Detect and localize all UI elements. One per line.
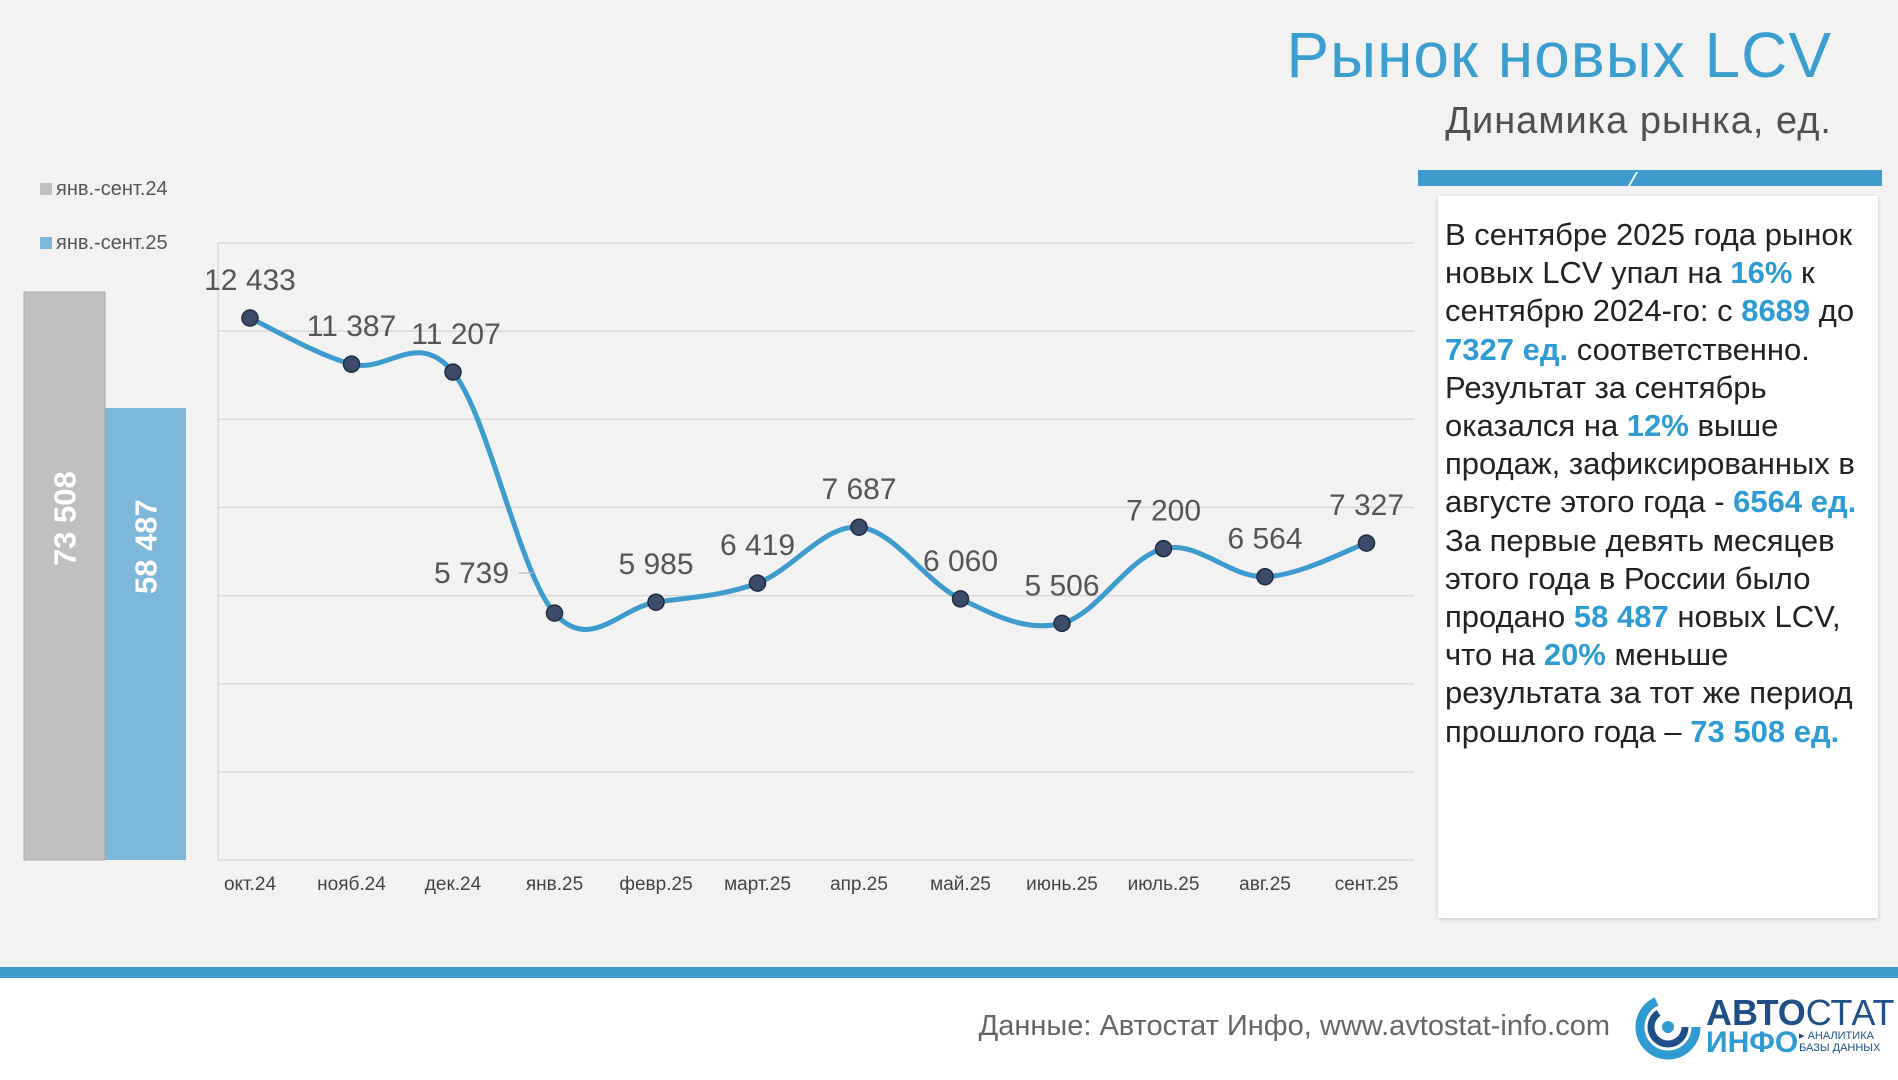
data-label: 5 506: [1024, 569, 1099, 602]
logo-tagline: ▸ АНАЛИТИКА БАЗЫ ДАННЫХ: [1799, 1030, 1880, 1054]
series-marker: [444, 363, 462, 381]
x-tick-label: февр.25: [619, 874, 692, 895]
logo-word-thin: СТАТ: [1805, 992, 1895, 1033]
x-tick-label: окт.24: [224, 874, 277, 895]
series-marker: [1256, 567, 1274, 586]
chart-gridlines: [218, 242, 1414, 861]
commentary-segment: соответственно. Результат за сентябрь ок…: [1445, 331, 1810, 444]
bar-value-label: 58 487: [129, 499, 164, 594]
summary-bar: [23, 291, 106, 861]
logo-tagline-1: ▸ АНАЛИТИКА: [1799, 1030, 1874, 1042]
data-label: 7 200: [1126, 495, 1201, 528]
commentary-segment: до: [1810, 293, 1855, 329]
commentary-segment: В сентябре 2025 года рынок новых LCV упа…: [1445, 217, 1853, 291]
data-label: 5 985: [618, 548, 693, 581]
data-label: 6 419: [720, 529, 795, 562]
x-tick-label: дек.24: [425, 874, 482, 895]
commentary-box: В сентябре 2025 года рынок новых LCV упа…: [1438, 196, 1878, 918]
x-tick-label: янв.25: [526, 874, 583, 895]
logo-swirl-icon: [1635, 994, 1701, 1060]
series-marker: [748, 574, 767, 592]
data-label: 7 327: [1329, 489, 1404, 522]
legend-item-2024: янв.-сент.24: [40, 178, 168, 201]
data-label: 12 433: [204, 264, 296, 297]
x-tick-label: май.25: [930, 874, 991, 895]
data-label: 11 387: [307, 310, 397, 343]
legend-item-2025: янв.-сент.25: [40, 232, 168, 255]
legend-swatch-2025: [40, 237, 52, 249]
footer: [0, 978, 1898, 1080]
data-label: 7 687: [821, 473, 896, 506]
highlight-value: 12%: [1626, 408, 1689, 444]
highlight-value: 6564 ед.: [1733, 484, 1857, 520]
x-tick-label: сент.25: [1335, 874, 1399, 895]
data-source: Данные: Автостат Инфо, www.avtostat-info…: [978, 1010, 1610, 1042]
data-labels: 12 433 11 387 11 207 5 739 5 985 6 419 7 687 6 …: [204, 264, 1404, 602]
highlight-value: 20%: [1543, 637, 1606, 673]
x-axis-labels: окт.24 нояб.24 дек.24 янв.25 февр.25 март.25 а…: [224, 874, 1398, 895]
avtostat-logo: АВТОСТАТ ИНФО ▸ АНАЛИТИКА БАЗЫ ДАННЫХ: [1634, 990, 1895, 1062]
bar-value-label: 73 508: [48, 471, 83, 566]
series-marker: [951, 590, 970, 608]
highlight-value: 58 487: [1573, 599, 1669, 635]
legend-label-2024: янв.-сент.24: [56, 178, 168, 200]
legend-label-2025: янв.-сент.25: [56, 232, 168, 254]
highlight-value: 8689: [1741, 293, 1811, 329]
page-subtitle: Динамика рынка, ед.: [1445, 100, 1832, 142]
data-label: 5 739: [434, 557, 509, 590]
highlight-value: 16%: [1730, 255, 1793, 291]
data-label: 6 564: [1227, 523, 1302, 556]
series-marker: [241, 309, 259, 327]
series-marker: [850, 518, 868, 536]
commentary-segment: к сентябрю 2024-го: с: [1445, 255, 1815, 329]
series-marker: [342, 355, 361, 373]
x-tick-label: июнь.25: [1026, 874, 1098, 895]
commentary-segment: новых LCV, что на: [1445, 599, 1841, 673]
series-markers: [241, 309, 1376, 633]
commentary-segment: меньше результата за тот же период прошл…: [1445, 637, 1853, 749]
logo-word-bold: АВТО: [1706, 992, 1806, 1033]
x-tick-label: март.25: [724, 874, 791, 895]
series-marker: [545, 604, 564, 622]
logo-tagline-2: БАЗЫ ДАННЫХ: [1799, 1042, 1881, 1054]
legend-swatch-2024: [40, 183, 52, 195]
series-marker: [647, 593, 665, 611]
commentary-text: В сентябре 2025 года рынок новых LCV упа…: [1445, 216, 1870, 751]
x-tick-label: нояб.24: [317, 874, 386, 895]
data-label: 6 060: [923, 545, 998, 578]
commentary-segment: выше продаж, зафиксированных в августе э…: [1445, 408, 1855, 520]
series-marker: [1357, 534, 1376, 552]
series-marker: [1053, 614, 1071, 633]
summary-bars: 73 508 58 487: [23, 291, 186, 861]
summary-bar: [105, 408, 186, 860]
commentary-segment: За первые девять месяцев этого года в Ро…: [1445, 522, 1835, 635]
highlight-value: 7327 ед.: [1445, 331, 1569, 367]
data-label: 11 207: [411, 318, 501, 351]
x-tick-label: июль.25: [1128, 874, 1200, 895]
logo-wordmark-bottom: ИНФО: [1706, 1026, 1799, 1059]
series-marker: [1154, 539, 1173, 558]
footer-strip: [0, 967, 1898, 978]
x-tick-label: авг.25: [1239, 874, 1291, 895]
page-title: Рынок новых LCV: [1286, 19, 1832, 91]
logo-wordmark-top: АВТОСТАТ: [1706, 992, 1895, 1034]
highlight-value: 73 508 ед.: [1690, 713, 1840, 749]
series-line: [248, 315, 1368, 632]
x-tick-label: апр.25: [830, 874, 888, 895]
accent-bar: [1418, 170, 1882, 186]
